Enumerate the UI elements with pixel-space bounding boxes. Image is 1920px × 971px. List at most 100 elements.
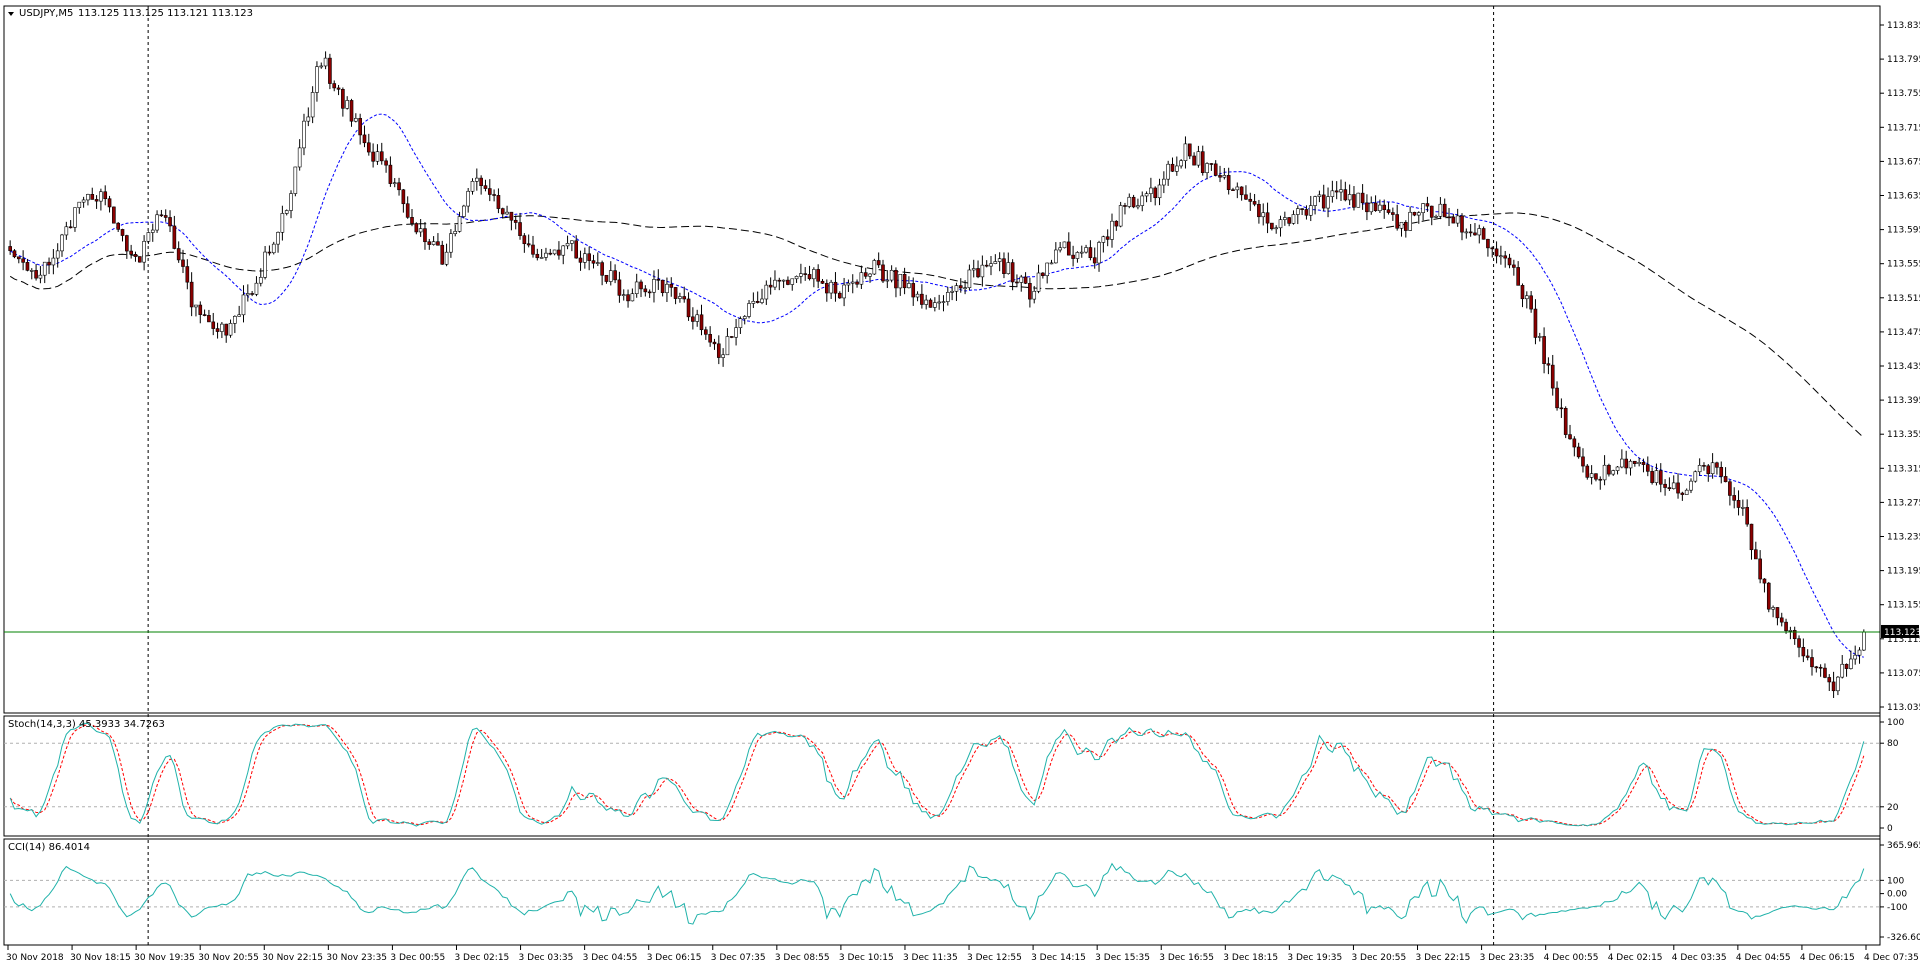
- candle: [315, 66, 319, 93]
- candle: [621, 294, 626, 296]
- candle: [379, 151, 384, 162]
- candle: [336, 87, 341, 90]
- candle: [1516, 267, 1520, 286]
- candle: [518, 222, 522, 236]
- candle: [21, 258, 25, 263]
- candle: [1645, 464, 1650, 472]
- candle: [747, 303, 751, 317]
- candle: [1434, 216, 1438, 218]
- candle: [60, 234, 64, 252]
- candle: [1265, 212, 1270, 224]
- candle: [1529, 295, 1533, 310]
- candle: [1226, 175, 1231, 190]
- candle: [1373, 202, 1378, 211]
- candle: [604, 274, 609, 282]
- candle: [989, 263, 993, 267]
- candle: [686, 298, 691, 318]
- candle: [803, 273, 808, 275]
- candle: [436, 241, 440, 246]
- candle: [1131, 196, 1136, 208]
- time-tick-label: 3 Dec 16:55: [1159, 953, 1214, 963]
- candle: [250, 293, 254, 295]
- candle: [526, 243, 531, 246]
- candle: [142, 241, 146, 263]
- candle: [855, 281, 859, 285]
- candle: [1002, 258, 1006, 274]
- candle: [1758, 558, 1762, 580]
- price-tick-label: 113.675: [1887, 157, 1920, 167]
- candle: [42, 261, 47, 276]
- candle: [168, 217, 172, 227]
- candle: [1183, 143, 1188, 161]
- candle: [1248, 198, 1253, 202]
- candle: [1697, 465, 1702, 473]
- candle: [1006, 262, 1011, 274]
- candle: [1671, 482, 1676, 490]
- candle: [1114, 220, 1119, 227]
- price-tick-label: 113.075: [1887, 669, 1920, 679]
- candle: [1149, 187, 1153, 194]
- candle: [1274, 227, 1279, 230]
- candle: [1174, 165, 1179, 172]
- candle: [185, 266, 190, 283]
- candle: [341, 88, 345, 109]
- candle: [466, 190, 470, 207]
- candle: [1702, 465, 1706, 467]
- candle: [354, 118, 358, 122]
- candle: [332, 83, 337, 89]
- candle: [302, 120, 306, 149]
- candle: [1105, 236, 1110, 240]
- candle: [181, 259, 185, 267]
- candle: [1360, 192, 1365, 204]
- candle: [613, 270, 617, 281]
- time-tick-label: 4 Dec 02:15: [1608, 953, 1663, 963]
- candle: [647, 291, 652, 294]
- candle: [1127, 196, 1132, 207]
- candle: [297, 147, 302, 168]
- candle: [1438, 203, 1443, 217]
- candle: [1810, 657, 1814, 668]
- time-tick-label: 3 Dec 00:55: [390, 953, 445, 963]
- current-price-badge: [1881, 624, 1919, 638]
- candle: [1209, 163, 1214, 165]
- candle: [1723, 476, 1728, 483]
- candle: [591, 260, 596, 264]
- candle: [384, 160, 388, 166]
- candle: [29, 270, 34, 272]
- symbol-dropdown-icon[interactable]: [8, 12, 14, 16]
- candle: [64, 226, 69, 236]
- candle: [1308, 205, 1313, 216]
- candle: [198, 304, 203, 315]
- candle: [1032, 290, 1037, 300]
- time-tick-label: 3 Dec 18:15: [1223, 953, 1278, 963]
- candle: [760, 298, 764, 303]
- candle: [578, 257, 583, 263]
- candle: [81, 199, 86, 203]
- candle: [958, 285, 963, 289]
- candle: [1391, 212, 1395, 215]
- candle: [112, 206, 116, 224]
- candle: [103, 191, 108, 200]
- candle: [729, 336, 734, 338]
- candle: [215, 328, 220, 332]
- cci-tick-label: 365.9659: [1887, 841, 1920, 851]
- candle: [189, 281, 194, 308]
- candle: [544, 252, 548, 258]
- candle: [1015, 281, 1019, 284]
- candle: [1499, 255, 1503, 258]
- candle: [829, 281, 833, 294]
- candle: [90, 193, 95, 200]
- candle: [1633, 460, 1637, 464]
- candle: [1153, 187, 1158, 199]
- candle: [1075, 252, 1080, 259]
- candle: [1524, 295, 1529, 300]
- candle: [133, 254, 138, 257]
- candle: [146, 232, 151, 242]
- candle: [1101, 236, 1106, 243]
- period-separators: [147, 6, 1495, 945]
- candle: [859, 272, 864, 285]
- candle: [34, 270, 38, 279]
- stoch-main-line: [9, 722, 1865, 827]
- candle: [1741, 507, 1745, 509]
